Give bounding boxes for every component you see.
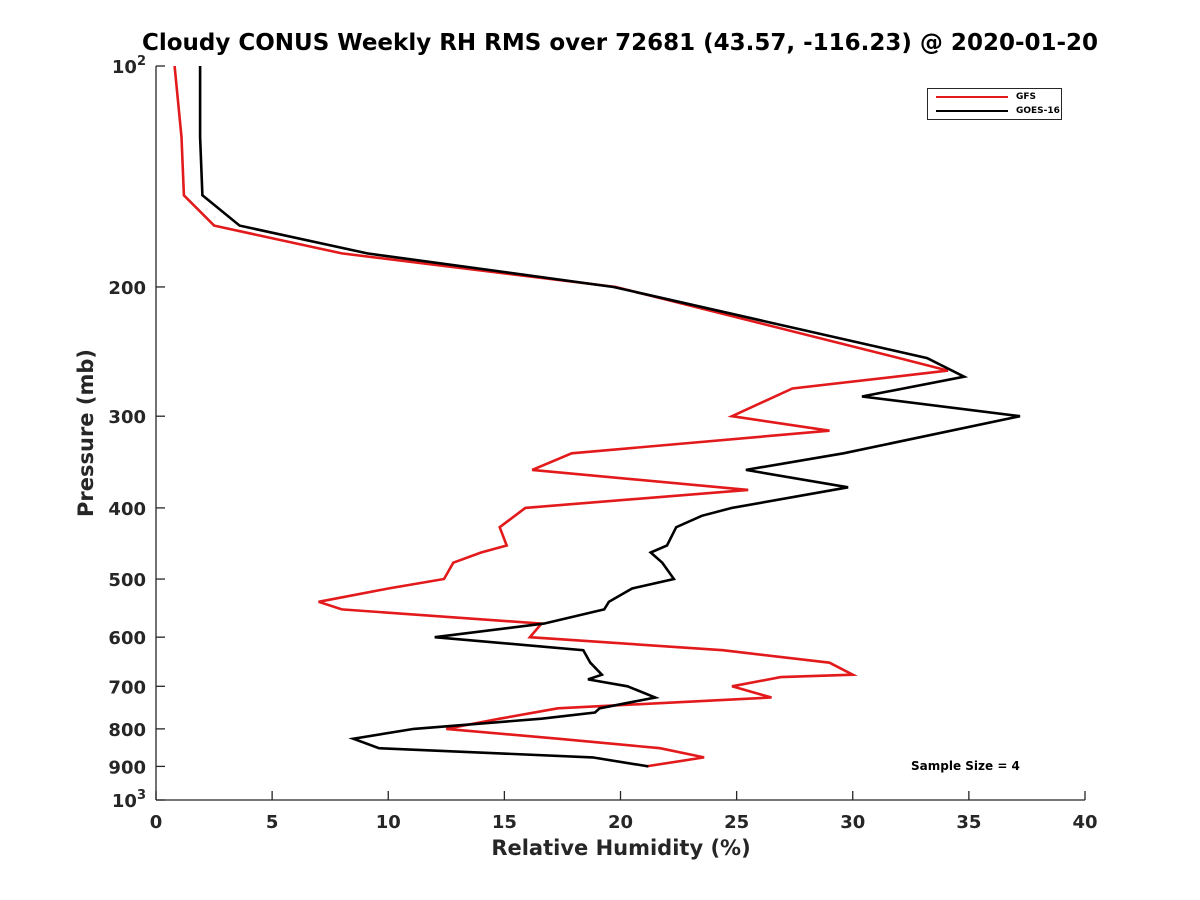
legend-entry-gfs: GFS [936, 91, 1061, 103]
x-tick-label: 15 [492, 812, 517, 833]
y-tick-label: 103 [112, 788, 146, 812]
legend-swatch-gfs [936, 96, 1008, 98]
legend: GFS GOES-16 [927, 88, 1062, 120]
y-tick-label: 102 [112, 54, 146, 78]
y-axis-label: Pressure (mb) [74, 349, 98, 517]
y-tick-label: 500 [108, 570, 146, 591]
series-lines [173, 65, 1021, 768]
series-line-goes16 [198, 66, 1021, 768]
legend-label-gfs: GFS [1016, 92, 1037, 102]
y-tick-label: 600 [108, 628, 146, 649]
y-tick-label: 800 [108, 720, 146, 741]
chart-title: Cloudy CONUS Weekly RH RMS over 72681 (4… [141, 30, 1099, 56]
x-tick-label: 20 [608, 812, 633, 833]
legend-label-goes16: GOES-16 [1016, 106, 1060, 116]
x-axis-label: Relative Humidity (%) [491, 836, 751, 860]
y-tick-label: 200 [108, 278, 146, 299]
y-tick-label: 900 [108, 757, 146, 778]
axes [155, 65, 1086, 801]
x-tick-label: 5 [266, 812, 279, 833]
x-tick-label: 35 [956, 812, 981, 833]
legend-swatch-goes16 [936, 110, 1008, 112]
legend-entry-goes16: GOES-16 [936, 105, 1061, 117]
y-tick-label: 700 [108, 677, 146, 698]
x-tick-label: 25 [724, 812, 749, 833]
series-line-gfs [173, 65, 949, 768]
x-tick-label: 0 [150, 812, 163, 833]
y-tick-label: 300 [108, 407, 146, 428]
tick-labels: 0 5 10 15 20 25 30 35 40 102 200 300 400 500 600 700 800… [108, 54, 1097, 833]
x-tick-label: 10 [376, 812, 401, 833]
sample-size-annotation: Sample Size = 4 [911, 759, 1020, 773]
x-tick-label: 40 [1072, 812, 1097, 833]
y-tick-label: 400 [108, 499, 146, 520]
x-tick-label: 30 [840, 812, 865, 833]
